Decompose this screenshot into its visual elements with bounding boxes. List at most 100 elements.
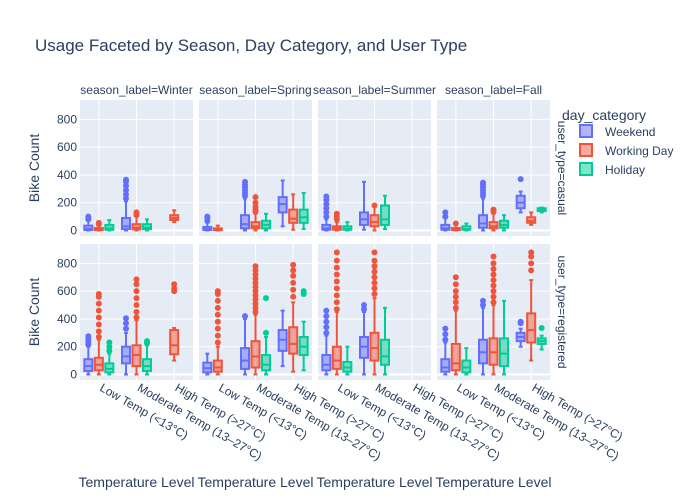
outlier-point bbox=[252, 309, 259, 315]
outlier-point bbox=[333, 264, 340, 271]
outlier-point bbox=[333, 210, 340, 217]
outlier-point bbox=[95, 300, 102, 307]
outlier-point bbox=[133, 302, 140, 309]
outlier-point bbox=[528, 267, 535, 274]
outlier-point bbox=[290, 293, 297, 300]
outlier-point bbox=[333, 285, 340, 292]
box bbox=[250, 340, 261, 369]
column-facet-label: season_label=Fall bbox=[445, 83, 542, 97]
outlier-point bbox=[106, 343, 113, 350]
x-axis-title: Temperature Level bbox=[436, 474, 552, 490]
outlier-point bbox=[171, 285, 178, 292]
box bbox=[369, 214, 380, 228]
outlier-point bbox=[214, 304, 221, 311]
outlier-point bbox=[85, 213, 92, 220]
outlier-point bbox=[252, 275, 259, 282]
outlier-point bbox=[106, 347, 113, 354]
x-axis-title: Temperature Level bbox=[198, 474, 314, 490]
column-facet-label: season_label=Summer bbox=[313, 83, 436, 97]
outlier-point bbox=[263, 329, 269, 336]
outlier-point bbox=[442, 336, 449, 343]
outlier-point bbox=[144, 338, 150, 345]
outlier-point bbox=[290, 261, 297, 268]
legend-swatch bbox=[579, 143, 593, 157]
y-tick-label: 800 bbox=[57, 112, 77, 126]
outlier-point bbox=[452, 220, 459, 227]
box bbox=[461, 359, 472, 374]
outlier-point bbox=[371, 268, 378, 275]
x-axis-title: Temperature Level bbox=[317, 474, 433, 490]
outlier-point bbox=[538, 324, 545, 331]
outlier-point bbox=[252, 296, 259, 303]
outlier-point bbox=[123, 183, 129, 190]
outlier-point bbox=[371, 249, 378, 256]
outlier-point bbox=[323, 329, 330, 336]
box bbox=[142, 223, 152, 231]
box bbox=[240, 347, 250, 370]
outlier-point bbox=[371, 279, 378, 286]
outlier-point bbox=[252, 199, 259, 206]
outlier-point bbox=[290, 286, 297, 293]
outlier-point bbox=[133, 295, 140, 302]
outlier-point bbox=[242, 178, 248, 185]
outlier-point bbox=[252, 267, 259, 274]
outlier-point bbox=[171, 281, 178, 288]
box bbox=[169, 329, 180, 356]
box bbox=[380, 204, 390, 226]
box bbox=[440, 223, 451, 231]
outlier-point bbox=[371, 257, 378, 264]
box bbox=[298, 208, 309, 224]
outlier-point bbox=[490, 293, 497, 300]
box bbox=[488, 221, 499, 230]
box bbox=[240, 214, 250, 230]
outlier-point bbox=[95, 219, 102, 226]
outlier-point bbox=[452, 299, 459, 306]
outlier-point bbox=[442, 209, 449, 216]
outlier-point bbox=[333, 292, 340, 299]
y-axis-title: Bike Count bbox=[26, 278, 42, 347]
outlier-point bbox=[442, 213, 449, 220]
outlier-point bbox=[252, 203, 259, 210]
outlier-point bbox=[333, 257, 340, 264]
outlier-point bbox=[371, 285, 378, 292]
y-tick-label: 600 bbox=[57, 140, 77, 154]
box bbox=[321, 354, 332, 372]
outlier-point bbox=[528, 249, 535, 256]
box bbox=[321, 223, 332, 231]
outlier-point bbox=[371, 290, 378, 297]
y-tick-label: 0 bbox=[70, 223, 77, 237]
box bbox=[142, 358, 152, 372]
outlier-point bbox=[452, 293, 459, 300]
box bbox=[380, 338, 390, 366]
outlier-point bbox=[214, 311, 221, 318]
outlier-point bbox=[333, 299, 340, 306]
box bbox=[288, 326, 299, 355]
outlier-point bbox=[106, 339, 113, 346]
outlier-point bbox=[323, 213, 330, 220]
legend-item-label: Holiday bbox=[605, 163, 645, 177]
x-axis-title: Temperature Level bbox=[79, 474, 195, 490]
legend-item-label: Weekend bbox=[605, 125, 655, 139]
outlier-point bbox=[252, 304, 259, 311]
outlier-point bbox=[204, 213, 211, 220]
outlier-point bbox=[323, 318, 330, 325]
box bbox=[104, 362, 115, 374]
outlier-point bbox=[361, 306, 367, 313]
y-tick-label: 400 bbox=[57, 312, 77, 326]
outlier-point bbox=[323, 307, 330, 314]
outlier-point bbox=[123, 315, 129, 322]
outlier-point bbox=[490, 282, 497, 289]
box bbox=[369, 331, 380, 362]
box bbox=[478, 214, 488, 229]
outlier-point bbox=[95, 307, 102, 314]
box bbox=[499, 337, 509, 368]
outlier-point bbox=[252, 279, 259, 286]
outlier-point bbox=[252, 194, 259, 201]
outlier-point bbox=[323, 313, 330, 320]
outlier-point bbox=[490, 277, 497, 284]
outlier-point bbox=[333, 271, 340, 278]
outlier-point bbox=[242, 313, 248, 320]
outlier-point bbox=[452, 274, 459, 281]
box bbox=[288, 208, 299, 224]
